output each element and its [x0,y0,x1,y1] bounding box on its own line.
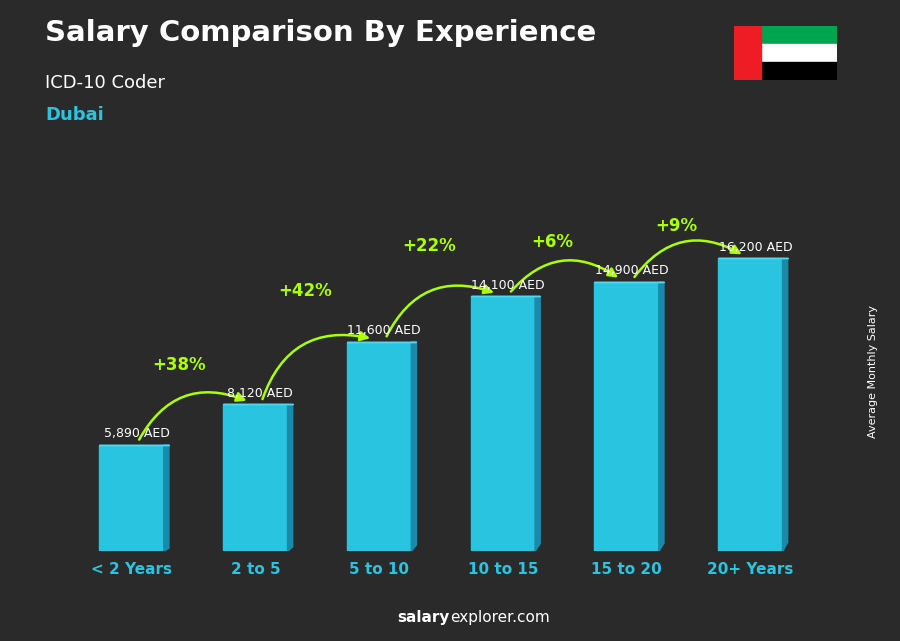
Text: 14,900 AED: 14,900 AED [595,264,669,278]
Bar [734,26,837,44]
Text: 11,600 AED: 11,600 AED [347,324,421,337]
Text: salary: salary [398,610,450,625]
Text: 8,120 AED: 8,120 AED [228,387,293,400]
Bar [99,445,164,551]
Bar [734,26,761,80]
Text: 16,200 AED: 16,200 AED [718,241,792,254]
Bar [734,44,837,62]
Text: +22%: +22% [401,237,455,254]
Text: 5,890 AED: 5,890 AED [104,428,169,440]
Polygon shape [164,445,169,551]
Text: 14,100 AED: 14,100 AED [471,279,544,292]
Text: ICD-10 Coder: ICD-10 Coder [45,74,165,92]
Polygon shape [288,404,292,551]
Bar [471,296,535,551]
Bar [734,62,837,80]
Bar [595,282,659,551]
Polygon shape [782,258,788,551]
Text: Dubai: Dubai [45,106,104,124]
Polygon shape [535,296,540,551]
Bar [223,404,288,551]
Bar [347,342,411,551]
Text: Average Monthly Salary: Average Monthly Salary [868,305,878,438]
Polygon shape [411,342,417,551]
Text: Salary Comparison By Experience: Salary Comparison By Experience [45,19,596,47]
Text: explorer.com: explorer.com [450,610,550,625]
Text: +42%: +42% [278,282,332,300]
Text: +6%: +6% [531,233,573,251]
Text: +9%: +9% [655,217,698,235]
Polygon shape [659,282,664,551]
Text: +38%: +38% [152,356,205,374]
Bar [718,258,782,551]
